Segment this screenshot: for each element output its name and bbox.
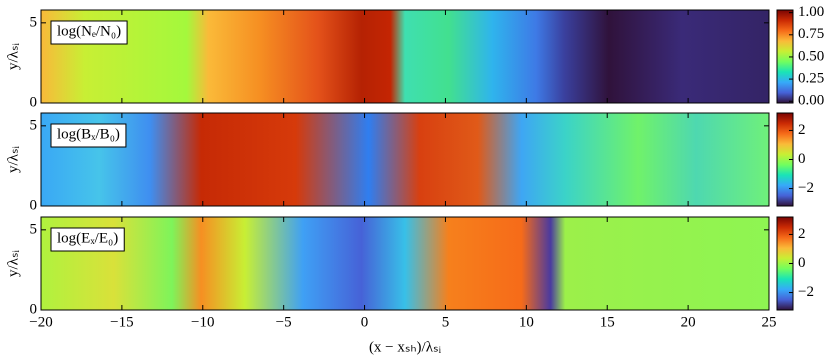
x-tick-label: 20 (681, 314, 696, 330)
heatmap-field (41, 10, 769, 103)
x-tick-label: −5 (276, 314, 292, 330)
colorbar-tick-label: 0.25 (798, 71, 824, 87)
y-tick-label: 5 (30, 221, 38, 237)
y-tick-label: 5 (30, 14, 38, 30)
x-tick-label: −15 (110, 314, 133, 330)
y-tick-label: 0 (30, 197, 38, 213)
colorbar-tick-label: −2 (798, 180, 814, 196)
colorbar-tick-label: −2 (798, 284, 814, 300)
panel-label-box (50, 20, 128, 45)
colorbar-tick-label: 0 (798, 151, 806, 167)
plot-frame (40, 112, 770, 207)
colorbar-tick-label: 0.00 (798, 93, 824, 109)
heatmap-field (41, 217, 769, 310)
colorbar-tick-label: 0.75 (798, 26, 824, 42)
x-tick-label: 15 (600, 314, 615, 330)
y-axis-label: y/λₛᵢ (5, 249, 21, 277)
x-tick-label: 5 (442, 314, 450, 330)
x-tick-label: −10 (191, 314, 214, 330)
plot-frame (40, 216, 770, 311)
colorbar-tick-label: 0.50 (798, 48, 824, 64)
y-axis-label: y/λₛᵢ (5, 145, 21, 173)
plot-frame (40, 9, 770, 104)
x-tick-label: 0 (361, 314, 369, 330)
y-tick-label: 0 (30, 94, 38, 110)
panel-label: log(Bₓ/B₀) (57, 126, 120, 142)
panel-label-box (50, 123, 127, 148)
panel-label: log(Nₑ/N₀) (57, 23, 121, 39)
colorbar-tick-label: 2 (798, 226, 806, 242)
colorbar-tick-label: 2 (798, 122, 806, 138)
y-axis-label: y/λₛᵢ (5, 42, 21, 70)
colorbar-tick-label: 0 (798, 255, 806, 271)
y-tick-label: 5 (30, 117, 38, 133)
x-axis-label: (x − xₛₕ)/λₛᵢ (369, 339, 442, 355)
colorbar-tick-label: 1.00 (798, 4, 824, 20)
y-tick-label: 0 (30, 301, 38, 317)
panel-label: log(Eₓ/E₀) (57, 230, 118, 246)
x-tick-label: 25 (762, 314, 777, 330)
x-tick-label: −20 (29, 314, 52, 330)
panel-label-box (50, 227, 125, 252)
heatmap-field (41, 113, 769, 206)
x-tick-label: 10 (519, 314, 534, 330)
